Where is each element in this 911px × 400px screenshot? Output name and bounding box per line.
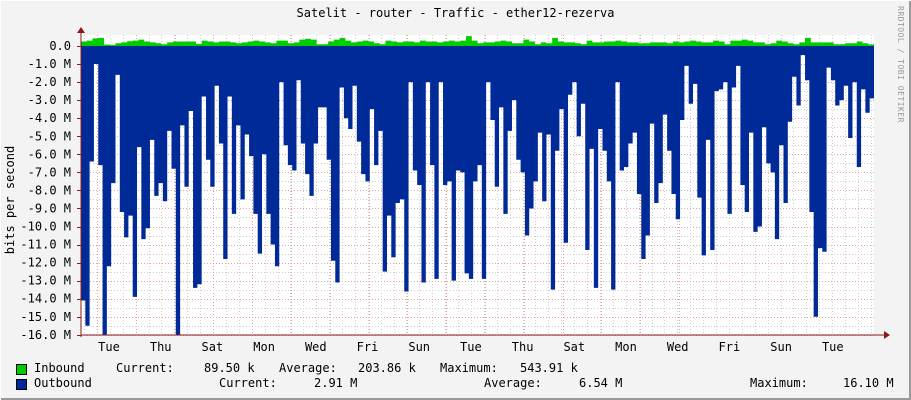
- x-tick-label: Sat: [563, 340, 585, 354]
- legend-outbound-current-label: Current:: [219, 376, 277, 390]
- legend-outbound-average: 6.54 M: [579, 376, 623, 390]
- x-tick-label: Sat: [202, 340, 224, 354]
- legend-inbound-average-label: Average:: [279, 361, 337, 375]
- axes: [77, 27, 890, 339]
- y-tick-label: -2.0 M: [28, 75, 71, 89]
- x-tick-label: Thu: [150, 340, 172, 354]
- legend-inbound-average: 203.86 k: [358, 361, 416, 375]
- y-tick-label: -4.0 M: [28, 111, 71, 125]
- legend-outbound-maximum: 16.10 M: [843, 376, 894, 390]
- x-tick-label: Tue: [98, 340, 120, 354]
- x-axis-arrow-icon: [884, 331, 890, 339]
- frame-highlight-left: [0, 0, 1, 400]
- y-tick-label: -3.0 M: [28, 93, 71, 107]
- legend-outbound-current: 2.91 M: [314, 376, 358, 390]
- y-tick-label: -14.0 M: [20, 292, 71, 306]
- outbound-swatch: [16, 379, 27, 390]
- legend-inbound-maximum-label: Maximum:: [440, 361, 498, 375]
- inbound-area: [81, 36, 874, 46]
- x-tick-label: Wed: [305, 340, 327, 354]
- outbound-area: [81, 46, 874, 335]
- y-axis-ticks: 0.0 -1.0 M -2.0 M -3.0 M -4.0 M -5.0 M -6.0 M -…: [20, 39, 81, 342]
- x-tick-label: Mon: [615, 340, 637, 354]
- y-axis-arrow-icon: [77, 27, 85, 33]
- chart-title: Satelit - router - Traffic - ether12-rez…: [296, 6, 615, 20]
- y-tick-label: -12.0 M: [20, 256, 71, 270]
- legend-outbound-maximum-label: Maximum:: [750, 376, 808, 390]
- legend-inbound-current-label: Current:: [116, 361, 174, 375]
- y-tick-label: -15.0 M: [20, 310, 71, 324]
- legend-outbound-average-label: Average:: [484, 376, 542, 390]
- y-tick-label: -7.0 M: [28, 165, 71, 179]
- x-tick-label: Wed: [667, 340, 689, 354]
- y-tick-label: -9.0 M: [28, 201, 71, 215]
- legend-inbound-current: 89.50 k: [204, 361, 255, 375]
- x-tick-label: Thu: [512, 340, 534, 354]
- x-tick-label: Tue: [460, 340, 482, 354]
- series-outbound-area: [81, 46, 874, 335]
- x-axis-ticks: Tue Thu Sat Mon Wed Fri Sun Tue Thu Sat Mon Wed Fri S…: [98, 340, 843, 354]
- y-tick-label: -10.0 M: [20, 220, 71, 234]
- y-tick-label: -11.0 M: [20, 238, 71, 252]
- y-tick-label: -16.0 M: [20, 328, 71, 342]
- legend-inbound-maximum: 543.91 k: [520, 361, 578, 375]
- x-tick-label: Sun: [770, 340, 792, 354]
- series-inbound-area: [81, 36, 874, 46]
- y-tick-label: -1.0 M: [28, 57, 71, 71]
- x-tick-label: Mon: [253, 340, 275, 354]
- y-tick-label: 0.0: [49, 39, 71, 53]
- y-tick-label: -6.0 M: [28, 147, 71, 161]
- frame-highlight-top: [0, 0, 911, 1]
- y-tick-label: -5.0 M: [28, 129, 71, 143]
- inbound-swatch: [16, 364, 27, 375]
- x-tick-label: Sun: [408, 340, 430, 354]
- x-tick-label: Tue: [822, 340, 844, 354]
- rrdtool-watermark: RRDTOOL / TOBI OETIKER: [896, 6, 905, 123]
- y-tick-label: -13.0 M: [20, 274, 71, 288]
- x-tick-label: Fri: [719, 340, 741, 354]
- x-tick-label: Fri: [357, 340, 379, 354]
- legend-inbound-label: Inbound: [34, 361, 85, 375]
- y-tick-label: -8.0 M: [28, 183, 71, 197]
- legend-outbound-label: Outbound: [34, 376, 92, 390]
